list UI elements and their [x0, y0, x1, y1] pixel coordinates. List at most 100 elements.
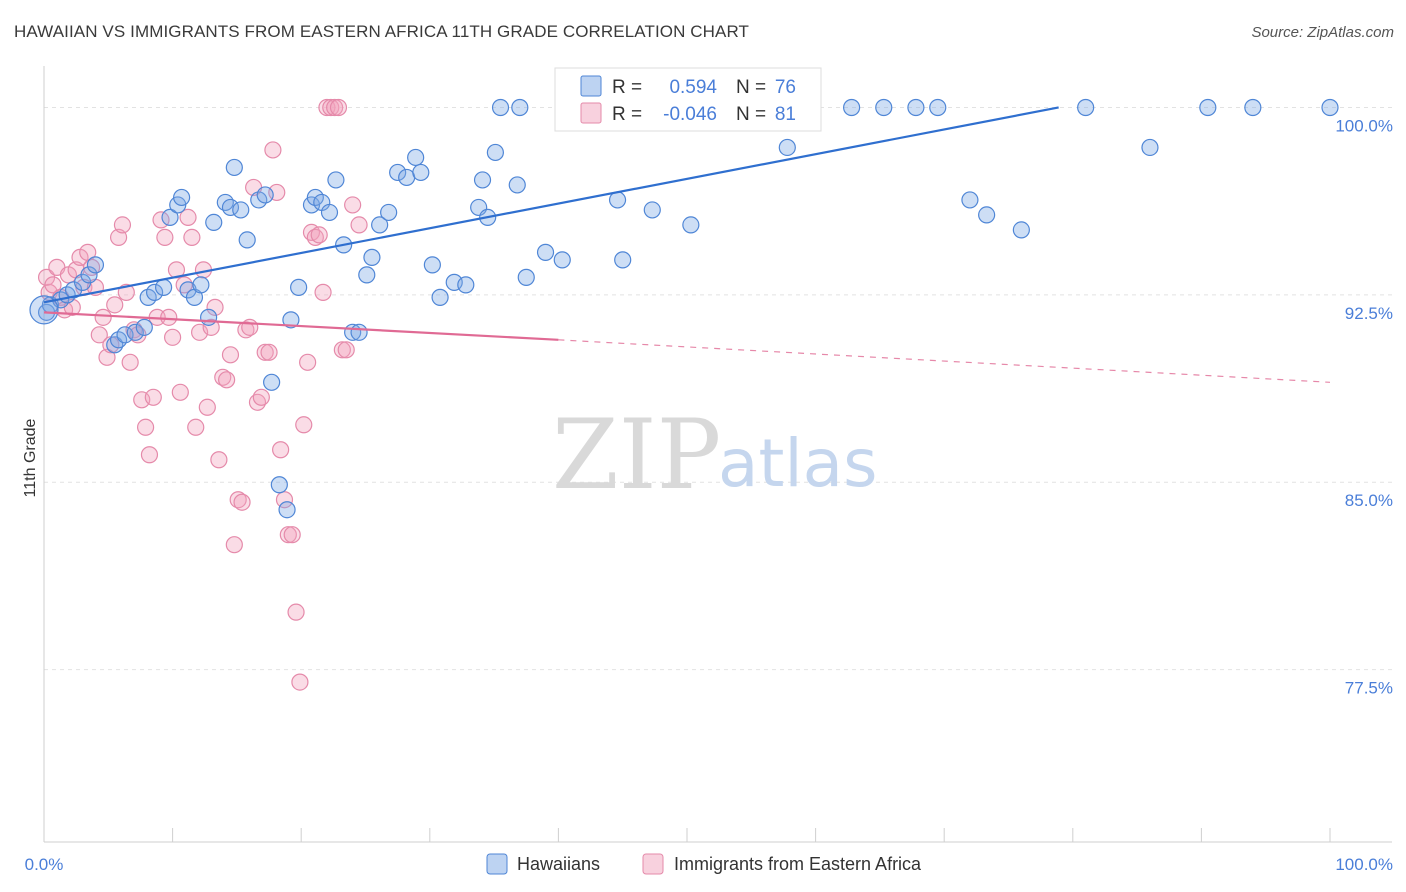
- hawaiians-point: [423, 256, 441, 274]
- stats-r-value-1: 0.594: [669, 77, 717, 98]
- hawaiians-point: [270, 476, 288, 494]
- eastern-africa-point: [337, 341, 355, 359]
- hawaiians-point: [320, 203, 339, 222]
- eastern-africa-point: [160, 308, 178, 326]
- eastern-africa-point: [241, 318, 259, 336]
- hawaiians-point: [1199, 98, 1217, 117]
- watermark: ZIP atlas: [552, 399, 878, 511]
- eastern-africa-trend-extension: [558, 339, 1331, 383]
- hawaiians-point: [1077, 98, 1095, 117]
- hawaiians-point: [86, 256, 105, 274]
- hawaiians-point: [614, 251, 632, 269]
- legend-label-eastern-africa: Immigrants from Eastern Africa: [674, 854, 922, 874]
- y-tick-label-2: 85.0%: [1345, 491, 1393, 510]
- stats-swatch-hawaiians: [580, 75, 602, 97]
- hawaiians-point: [350, 323, 368, 341]
- gridlines: [44, 106, 1392, 671]
- hawaiians-point: [145, 283, 164, 301]
- eastern-africa-point: [44, 276, 62, 294]
- eastern-africa-point: [164, 328, 182, 346]
- hawaiians-trend-line: [43, 106, 1059, 304]
- hawaiians-point: [192, 276, 210, 294]
- eastern-africa-point: [225, 536, 243, 554]
- hawaiians-point: [238, 231, 256, 249]
- hawaiians-point: [278, 501, 296, 519]
- trend-lines: [43, 106, 1331, 383]
- eastern-africa-point: [136, 418, 155, 436]
- hawaiians-point: [221, 198, 240, 217]
- hawaiians-point: [389, 163, 407, 182]
- eastern-africa-point: [187, 418, 205, 436]
- hawaiians-point: [486, 143, 504, 162]
- eastern-africa-point: [256, 343, 274, 361]
- stats-n-label-2: N =: [736, 104, 766, 125]
- hawaiians-point: [473, 171, 492, 189]
- eastern-africa-point: [206, 298, 224, 316]
- eastern-africa-point: [291, 673, 309, 691]
- stats-r-label-1: R =: [612, 77, 642, 98]
- hawaiians-point: [327, 171, 345, 189]
- hawaiians-point: [380, 203, 398, 222]
- eastern-africa-point: [218, 371, 236, 389]
- y-tick-label-1: 92.5%: [1345, 304, 1393, 323]
- hawaiians-point: [290, 278, 308, 296]
- eastern-africa-point: [344, 196, 362, 214]
- hawaiians-point: [363, 248, 381, 266]
- hawaiians-point: [929, 98, 947, 117]
- eastern-africa-point: [106, 296, 124, 314]
- hawaiians-point: [412, 163, 430, 182]
- y-tick-label-0: 100.0%: [1335, 116, 1393, 135]
- eastern-africa-point: [113, 216, 132, 234]
- watermark-atlas: atlas: [718, 425, 878, 502]
- hawaiians-point: [282, 311, 300, 329]
- hawaiians-point: [80, 266, 98, 284]
- eastern-africa-point: [183, 228, 201, 246]
- hawaiians-point: [173, 188, 191, 207]
- hawaiians-point: [29, 295, 59, 325]
- stats-n-value-2: 81: [775, 104, 796, 125]
- hawaiians-point: [1141, 138, 1159, 157]
- hawaiians-point: [232, 201, 250, 219]
- hawaiians-point: [216, 193, 234, 212]
- stats-r-value-2: -0.046: [663, 104, 717, 125]
- hawaiians-point: [978, 206, 996, 224]
- hawaiians-point: [491, 98, 510, 117]
- eastern-africa-point: [140, 446, 159, 464]
- axes: [43, 66, 1392, 843]
- hawaiians-point: [358, 266, 376, 284]
- hawaiians-point: [1321, 98, 1339, 117]
- eastern-africa-point: [275, 491, 294, 509]
- eastern-africa-point: [314, 283, 332, 301]
- eastern-africa-point: [202, 318, 220, 336]
- hawaiians-point: [511, 98, 529, 117]
- eastern-africa-point: [221, 346, 240, 364]
- stats-swatch-eastern-africa: [580, 102, 602, 124]
- hawaiians-point: [553, 251, 571, 269]
- stats-n-label-1: N =: [736, 77, 766, 98]
- y-tick-label-3: 77.5%: [1345, 679, 1393, 698]
- eastern-africa-point: [94, 308, 112, 326]
- eastern-africa-point: [260, 343, 278, 361]
- eastern-africa-point: [287, 603, 305, 621]
- eastern-africa-point: [295, 416, 313, 434]
- eastern-africa-point: [264, 141, 282, 159]
- series-eastern-africa-points: [37, 98, 368, 691]
- eastern-africa-point: [350, 216, 368, 234]
- stats-legend: R = 0.594 N = 76 R = -0.046 N = 81: [554, 67, 822, 132]
- eastern-africa-point: [156, 228, 174, 246]
- eastern-africa-point: [299, 353, 317, 371]
- stats-r-label-2: R =: [612, 104, 642, 125]
- eastern-africa-point: [272, 441, 290, 459]
- hawaiians-point: [116, 326, 134, 344]
- y-tick-labels: 100.0% 92.5% 85.0% 77.5%: [1335, 116, 1393, 697]
- eastern-africa-point: [233, 493, 251, 511]
- hawaiians-point: [126, 323, 144, 341]
- hawaiians-point: [256, 186, 274, 204]
- eastern-africa-point: [210, 451, 228, 469]
- x-tick-labels: 0.0% 100.0%: [25, 855, 1393, 874]
- hawaiians-point: [263, 373, 281, 391]
- hawaiians-point: [875, 98, 893, 117]
- eastern-africa-point: [326, 98, 344, 117]
- x-tick-label-0: 0.0%: [25, 855, 64, 874]
